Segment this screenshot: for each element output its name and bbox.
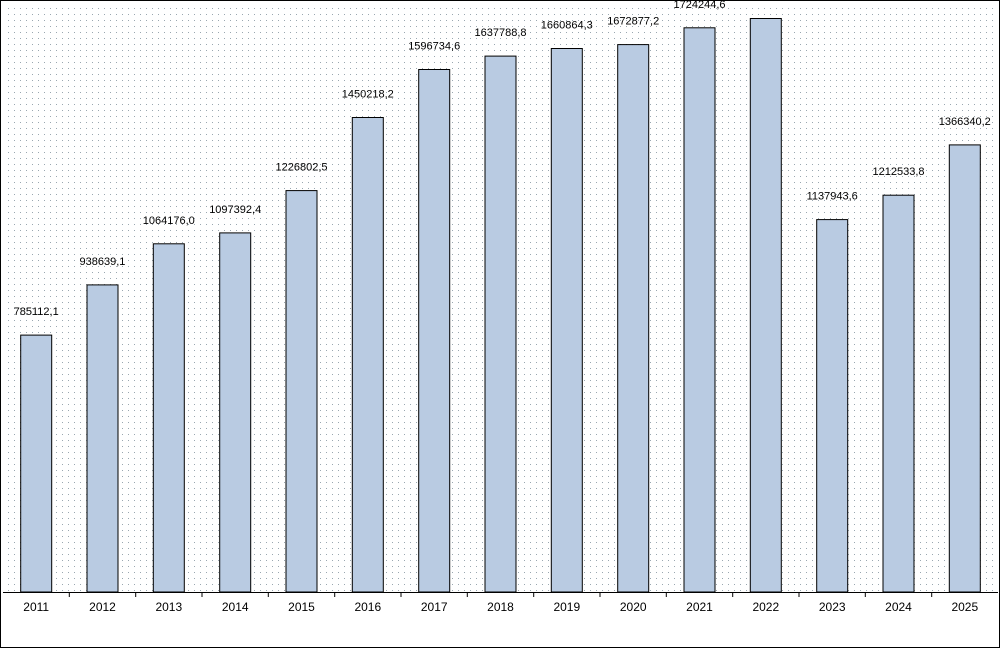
bar-2017 — [418, 69, 451, 593]
bar-2020 — [617, 44, 650, 593]
data-label-2024: 1212533,8 — [873, 166, 925, 178]
data-label-2014: 1097392,4 — [209, 204, 261, 216]
data-labels-group: 785112,1 938639,1 1064176,0 1097392,4 122680… — [14, 0, 991, 318]
x-tick-label-2017: 2017 — [421, 600, 448, 614]
x-tick-label-2020: 2020 — [620, 600, 647, 614]
bar-2024 — [882, 194, 915, 593]
x-tick-label-2025: 2025 — [951, 600, 978, 614]
bar-2011 — [20, 334, 53, 593]
x-tick-label-2015: 2015 — [288, 600, 315, 614]
x-tick-label-2014: 2014 — [222, 600, 249, 614]
data-label-2025: 1366340,2 — [939, 116, 991, 128]
data-label-2022: 1752524,7 — [740, 0, 792, 2]
bar-2023 — [816, 219, 849, 593]
data-label-2012: 938639,1 — [80, 256, 126, 268]
x-tick-label-2018: 2018 — [487, 600, 514, 614]
data-label-2013: 1064176,0 — [143, 215, 195, 227]
bar-2025 — [948, 144, 981, 593]
bar-2012 — [86, 284, 119, 593]
bar-2019 — [550, 48, 583, 593]
data-label-2020: 1672877,2 — [607, 16, 659, 28]
bars-group — [20, 18, 981, 593]
x-tick-label-2024: 2024 — [885, 600, 912, 614]
x-tick-label-2019: 2019 — [553, 600, 580, 614]
bar-2013 — [152, 243, 185, 593]
bar-2018 — [484, 55, 517, 593]
x-tick-label-2023: 2023 — [819, 600, 846, 614]
data-label-2018: 1637788,8 — [475, 27, 527, 39]
bar-2014 — [219, 232, 252, 593]
x-axis: 2011 2012 2013 2014 2015 2016 2017 2018 2019 2020… — [3, 592, 998, 614]
data-label-2016: 1450218,2 — [342, 89, 394, 101]
data-label-2011: 785112,1 — [14, 306, 59, 318]
bar-2021 — [683, 27, 716, 593]
x-tick-label-2016: 2016 — [354, 600, 381, 614]
data-label-2017: 1596734,6 — [408, 41, 460, 53]
bar-2022 — [749, 18, 782, 593]
data-label-2023: 1137943,6 — [807, 191, 858, 203]
bar-2016 — [351, 117, 384, 593]
x-tick-label-2022: 2022 — [752, 600, 779, 614]
data-label-2021: 1724244,6 — [674, 0, 726, 11]
x-tick-label-2011: 2011 — [23, 600, 49, 614]
bar-2015 — [285, 190, 318, 593]
data-label-2015: 1226802,5 — [276, 162, 328, 174]
x-tick-label-2021: 2021 — [686, 600, 713, 614]
x-tick-label-2013: 2013 — [155, 600, 182, 614]
data-label-2019: 1660864,3 — [541, 20, 593, 32]
x-tick-label-2012: 2012 — [89, 600, 116, 614]
